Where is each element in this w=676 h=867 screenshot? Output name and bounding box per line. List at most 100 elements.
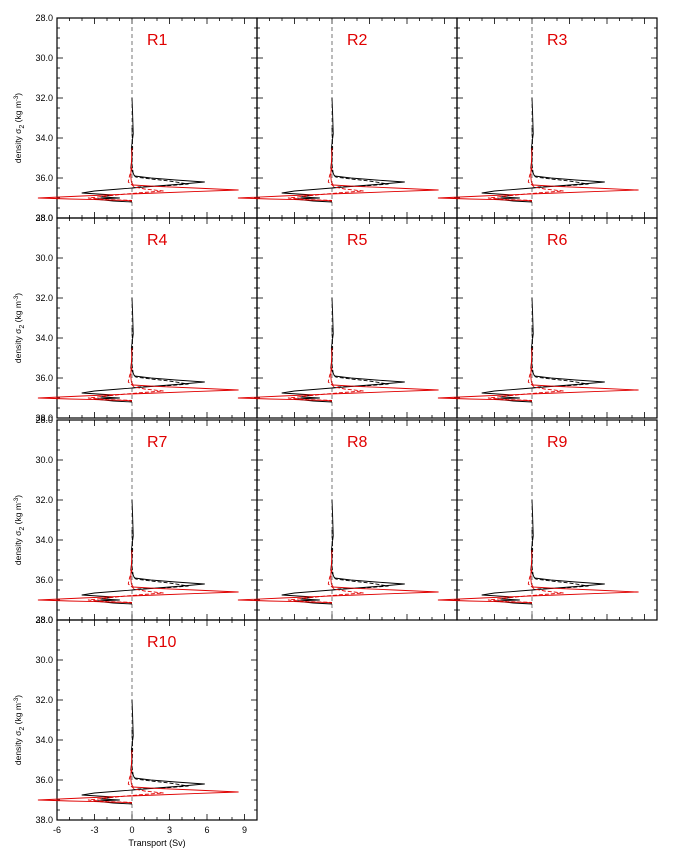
series-line-1 <box>281 297 405 403</box>
y-tick-label: 36.0 <box>35 173 53 183</box>
y-axis-label: density σ2 (kg m-3) <box>13 695 26 765</box>
series-line-4 <box>87 167 164 201</box>
y-tick-label: 34.0 <box>35 133 53 143</box>
series-line-1 <box>81 699 205 805</box>
panels-layer: R1 28.0 30.0 32.0 34.0 36.0 38.0 R2 R3 R4 28.0 30.0… <box>35 13 658 835</box>
y-axis-label-unit: (kg m <box>13 301 23 325</box>
y-axis-label-sub: 2 <box>19 727 26 731</box>
series-line-3 <box>237 549 439 604</box>
series-line-3 <box>237 147 439 202</box>
x-tick-label: 3 <box>167 825 172 835</box>
panel-label: R6 <box>547 232 568 249</box>
panel-label: R3 <box>547 32 568 49</box>
y-axis-label-unit: (kg m <box>13 101 23 125</box>
y-axis-label-sub: 2 <box>19 527 26 531</box>
series-line-4 <box>287 569 364 603</box>
y-axis-label-unit-close: ) <box>13 495 23 498</box>
series-line-2 <box>131 127 189 189</box>
panel-label: R1 <box>147 32 168 49</box>
y-tick-label: 28.0 <box>35 13 53 23</box>
series-line-3 <box>437 147 639 202</box>
series-line-2 <box>131 729 189 791</box>
y-tick-label: 30.0 <box>35 455 53 465</box>
series-line-2 <box>531 529 589 591</box>
y-axis-label: density σ2 (kg m-3) <box>13 93 26 163</box>
series-line-1 <box>81 499 205 605</box>
series-line-2 <box>331 327 389 389</box>
y-axis-label-sub: 2 <box>19 325 26 329</box>
y-axis-label: density σ2 (kg m-3) <box>13 293 26 363</box>
series-line-3 <box>37 749 239 804</box>
series-line-4 <box>87 569 164 603</box>
panel-label: R5 <box>347 232 368 249</box>
series-line-2 <box>331 127 389 189</box>
panel-r1: R1 28.0 30.0 32.0 34.0 36.0 38.0 <box>35 13 258 223</box>
y-tick-label: 36.0 <box>35 775 53 785</box>
series-line-4 <box>287 367 364 401</box>
x-tick-label: 6 <box>204 825 209 835</box>
panel-r7: R7 28.0 30.0 32.0 34.0 36.0 38.0 <box>35 415 258 625</box>
y-axis-label-unit-close: ) <box>13 93 23 96</box>
series-line-2 <box>331 529 389 591</box>
series-line-4 <box>287 167 364 201</box>
series-line-3 <box>37 147 239 202</box>
y-tick-label: 34.0 <box>35 735 53 745</box>
y-tick-label: 34.0 <box>35 333 53 343</box>
y-tick-label: 30.0 <box>35 253 53 263</box>
panel-r8: R8 <box>237 419 458 621</box>
panel-r9: R9 <box>437 419 658 621</box>
panel-label: R8 <box>347 434 368 451</box>
y-axis-label-unit: (kg m <box>13 503 23 527</box>
y-axis-label-unit-exponent: -3 <box>14 295 20 301</box>
panel-r6: R6 <box>437 217 658 419</box>
y-tick-label: 32.0 <box>35 495 53 505</box>
panel-label: R9 <box>547 434 568 451</box>
series-line-3 <box>237 347 439 402</box>
series-line-4 <box>487 167 564 201</box>
series-line-2 <box>131 327 189 389</box>
panel-label: R2 <box>347 32 368 49</box>
y-tick-label: 38.0 <box>35 213 53 223</box>
series-line-3 <box>437 549 639 604</box>
y-tick-label: 32.0 <box>35 293 53 303</box>
series-line-2 <box>531 327 589 389</box>
panel-r4: R4 28.0 30.0 32.0 34.0 36.0 38.0 <box>35 213 258 423</box>
y-tick-label: 36.0 <box>35 575 53 585</box>
panel-r5: R5 <box>237 217 458 419</box>
y-axis-label-unit-exponent: -3 <box>14 497 20 503</box>
y-axis-label-unit: (kg m <box>13 703 23 727</box>
panel-r2: R2 <box>237 17 458 219</box>
y-axis-label-unit-exponent: -3 <box>14 95 20 101</box>
series-line-4 <box>487 367 564 401</box>
series-line-1 <box>481 499 605 605</box>
series-line-3 <box>437 347 639 402</box>
y-tick-label: 38.0 <box>35 815 53 825</box>
y-tick-label: 28.0 <box>35 615 53 625</box>
y-tick-label: 38.0 <box>35 413 53 423</box>
y-tick-label: 30.0 <box>35 655 53 665</box>
y-tick-label: 32.0 <box>35 93 53 103</box>
x-tick-label: -3 <box>90 825 98 835</box>
y-axis-label: density σ2 (kg m-3) <box>13 495 26 565</box>
panel-r3: R3 <box>437 17 658 219</box>
y-axis-label-main: density σ <box>13 530 23 565</box>
series-line-1 <box>481 97 605 203</box>
series-line-1 <box>81 97 205 203</box>
series-line-4 <box>87 769 164 803</box>
y-tick-label: 34.0 <box>35 535 53 545</box>
series-line-1 <box>81 297 205 403</box>
y-axis-label-unit-close: ) <box>13 695 23 698</box>
series-line-1 <box>481 297 605 403</box>
y-axis-label-unit-exponent: -3 <box>14 697 20 703</box>
series-line-2 <box>531 127 589 189</box>
y-tick-label: 28.0 <box>35 415 53 425</box>
series-line-3 <box>37 549 239 604</box>
y-tick-label: 36.0 <box>35 373 53 383</box>
x-tick-label: 0 <box>129 825 134 835</box>
y-axis-label-sub: 2 <box>19 125 26 129</box>
series-line-4 <box>487 569 564 603</box>
y-tick-label: 38.0 <box>35 615 53 625</box>
axis-labels-layer: density σ2 (kg m-3)density σ2 (kg m-3)de… <box>13 93 186 848</box>
